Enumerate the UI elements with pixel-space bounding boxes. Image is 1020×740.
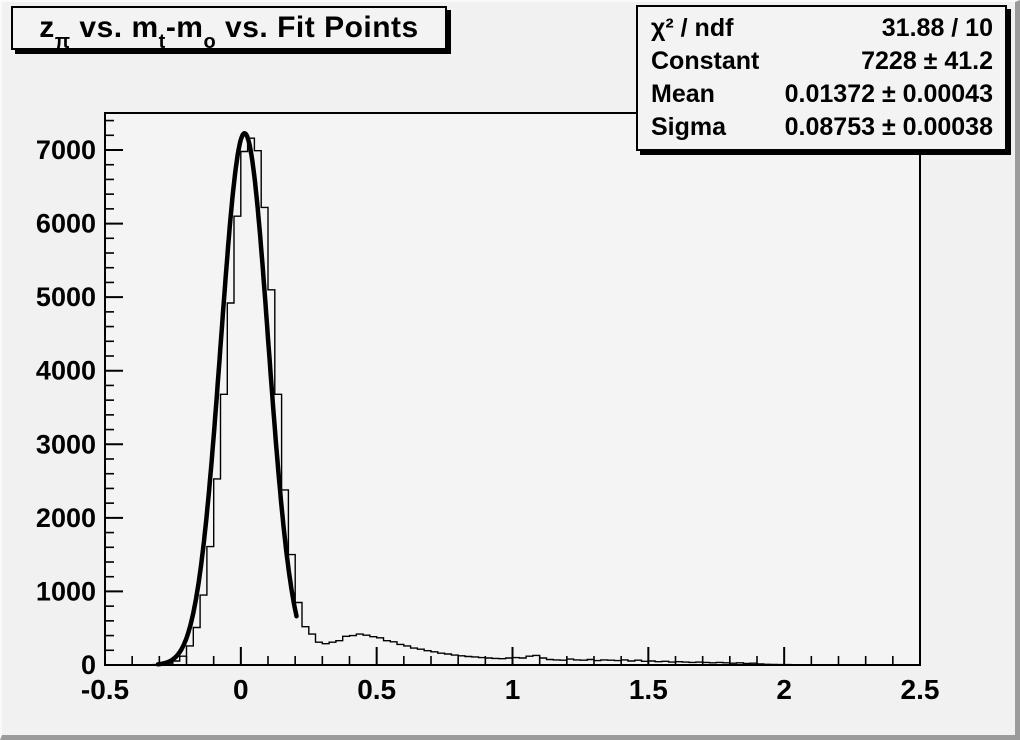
stats-box: χ² / ndf 31.88 / 10 Constant 7228 ± 41.2… bbox=[636, 5, 1007, 151]
y-tick-label: 0 bbox=[81, 650, 96, 680]
stat-row-constant: Constant 7228 ± 41.2 bbox=[651, 46, 993, 76]
stat-value-mean: 0.01372 ± 0.00043 bbox=[784, 79, 993, 108]
stat-row-chi2: χ² / ndf 31.88 / 10 bbox=[651, 13, 993, 43]
stat-value-sigma: 0.08753 ± 0.00038 bbox=[784, 112, 993, 141]
stat-label-mean: Mean bbox=[651, 79, 715, 108]
title-part: vs. m bbox=[70, 11, 159, 44]
x-tick-label: -0.5 bbox=[81, 674, 129, 705]
histogram-title: zπ vs. mt-mo vs. Fit Points bbox=[39, 11, 419, 52]
x-tick-label: 1 bbox=[505, 674, 521, 705]
title-box: zπ vs. mt-mo vs. Fit Points bbox=[11, 6, 447, 52]
title-sub-o: o bbox=[203, 31, 217, 53]
title-part: vs. Fit Points bbox=[216, 11, 419, 44]
title-sub-t: t bbox=[158, 31, 166, 53]
x-tick-label: 2 bbox=[776, 674, 792, 705]
stat-label-chi2: χ² / ndf bbox=[651, 13, 734, 42]
stat-label-sigma: Sigma bbox=[651, 112, 727, 141]
stat-row-mean: Mean 0.01372 ± 0.00043 bbox=[651, 79, 993, 109]
stat-row-sigma: Sigma 0.08753 ± 0.00038 bbox=[651, 112, 993, 142]
x-tick-label: 2.5 bbox=[901, 674, 940, 705]
x-tick-label: 0.5 bbox=[357, 674, 396, 705]
gaussian-fit-curve bbox=[155, 130, 299, 667]
x-tick-label: 1.5 bbox=[629, 674, 668, 705]
x-tick-label: 0 bbox=[233, 674, 249, 705]
y-tick-label: 6000 bbox=[36, 209, 96, 239]
y-tick-label: 5000 bbox=[36, 282, 96, 312]
y-tick-label: 3000 bbox=[36, 429, 96, 459]
stat-value-chi2: 31.88 / 10 bbox=[881, 13, 993, 42]
histogram-outline bbox=[105, 137, 920, 666]
y-tick-label: 2000 bbox=[36, 503, 96, 533]
title-part: z bbox=[39, 11, 55, 44]
y-tick-label: 4000 bbox=[36, 356, 96, 386]
title-sub-pi: π bbox=[54, 31, 71, 53]
y-tick-label: 7000 bbox=[36, 135, 96, 165]
stat-value-constant: 7228 ± 41.2 bbox=[861, 46, 993, 75]
title-part: -m bbox=[165, 11, 204, 44]
y-tick-label: 1000 bbox=[36, 576, 96, 606]
stat-label-constant: Constant bbox=[651, 46, 760, 75]
